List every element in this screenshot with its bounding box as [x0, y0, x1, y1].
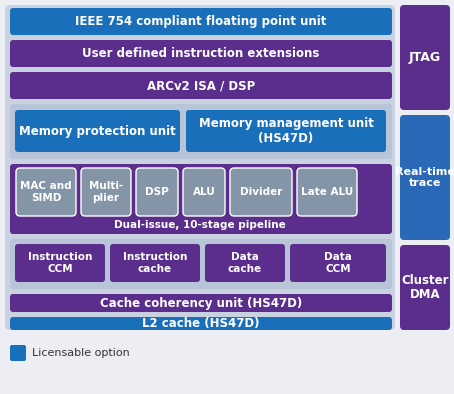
Text: Multi-
plier: Multi- plier: [89, 181, 123, 203]
FancyBboxPatch shape: [10, 8, 392, 35]
Text: Licensable option: Licensable option: [32, 348, 130, 358]
Text: ALU: ALU: [192, 187, 215, 197]
FancyBboxPatch shape: [205, 244, 285, 282]
Text: Memory protection unit: Memory protection unit: [19, 125, 176, 138]
FancyBboxPatch shape: [297, 168, 357, 216]
FancyBboxPatch shape: [10, 239, 392, 289]
FancyBboxPatch shape: [10, 294, 392, 312]
FancyBboxPatch shape: [10, 104, 392, 159]
Text: Instruction
CCM: Instruction CCM: [28, 252, 92, 274]
Text: Data
cache: Data cache: [228, 252, 262, 274]
FancyBboxPatch shape: [16, 168, 76, 216]
Text: Divider: Divider: [240, 187, 282, 197]
Text: IEEE 754 compliant floating point unit: IEEE 754 compliant floating point unit: [75, 15, 327, 28]
FancyBboxPatch shape: [81, 168, 131, 216]
Text: Instruction
cache: Instruction cache: [123, 252, 187, 274]
FancyBboxPatch shape: [290, 244, 386, 282]
Text: Dual-issue, 10-stage pipeline: Dual-issue, 10-stage pipeline: [114, 220, 286, 230]
FancyBboxPatch shape: [5, 5, 395, 330]
Text: Data
CCM: Data CCM: [324, 252, 352, 274]
Text: ARCv2 ISA / DSP: ARCv2 ISA / DSP: [147, 79, 255, 92]
FancyBboxPatch shape: [10, 317, 392, 330]
FancyBboxPatch shape: [15, 110, 180, 152]
FancyBboxPatch shape: [400, 245, 450, 330]
FancyBboxPatch shape: [186, 110, 386, 152]
Text: User defined instruction extensions: User defined instruction extensions: [82, 47, 320, 60]
FancyBboxPatch shape: [10, 345, 26, 361]
Text: Late ALU: Late ALU: [301, 187, 353, 197]
Text: Real-time
trace: Real-time trace: [395, 167, 454, 188]
Text: Cache coherency unit (HS47D): Cache coherency unit (HS47D): [100, 297, 302, 310]
FancyBboxPatch shape: [136, 168, 178, 216]
FancyBboxPatch shape: [15, 244, 105, 282]
FancyBboxPatch shape: [183, 168, 225, 216]
FancyBboxPatch shape: [400, 5, 450, 110]
Text: Memory management unit
(HS47D): Memory management unit (HS47D): [198, 117, 374, 145]
FancyBboxPatch shape: [10, 164, 392, 234]
FancyBboxPatch shape: [230, 168, 292, 216]
Text: Cluster
DMA: Cluster DMA: [401, 273, 449, 301]
FancyBboxPatch shape: [10, 40, 392, 67]
FancyBboxPatch shape: [110, 244, 200, 282]
Text: L2 cache (HS47D): L2 cache (HS47D): [142, 317, 260, 330]
Text: DSP: DSP: [145, 187, 169, 197]
Text: JTAG: JTAG: [409, 51, 441, 64]
FancyBboxPatch shape: [400, 115, 450, 240]
Text: MAC and
SIMD: MAC and SIMD: [20, 181, 72, 203]
FancyBboxPatch shape: [10, 72, 392, 99]
